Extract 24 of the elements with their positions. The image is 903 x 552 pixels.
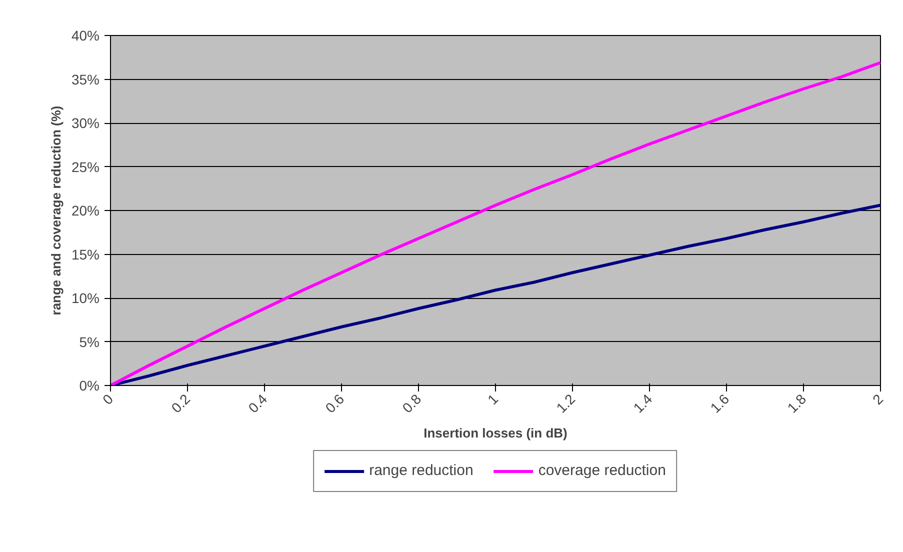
legend-label: range reduction — [369, 462, 474, 479]
x-tick-label: 0.8 — [399, 390, 424, 416]
y-tick-label: 40% — [71, 28, 100, 44]
x-tick-label: 1.6 — [707, 390, 732, 416]
x-tick-label: 1.4 — [630, 390, 656, 416]
x-tick-label: 1.8 — [784, 390, 810, 416]
x-tick-label: 0.6 — [322, 390, 348, 416]
y-tick-label: 20% — [71, 202, 100, 218]
y-tick-label: 15% — [71, 246, 100, 262]
y-tick-label: 30% — [71, 115, 100, 131]
x-tick-label: 0.4 — [245, 390, 270, 416]
y-tick-label: 35% — [71, 71, 100, 88]
x-tick-label: 0 — [99, 390, 116, 408]
y-axis-title: range and coverage reduction (%) — [48, 106, 64, 316]
x-tick-label: 1 — [484, 390, 502, 408]
y-tick-label: 0% — [79, 378, 100, 394]
y-tick-label: 5% — [79, 334, 100, 350]
legend-label: coverage reduction — [538, 462, 666, 479]
x-axis-title: Insertion losses (in dB) — [424, 425, 568, 440]
y-tick-label: 10% — [71, 290, 100, 306]
x-tick-label: 1.2 — [553, 390, 578, 416]
y-tick-label: 25% — [71, 158, 100, 175]
x-tick-label: 2 — [869, 390, 886, 408]
x-tick-label: 0.2 — [168, 390, 194, 416]
